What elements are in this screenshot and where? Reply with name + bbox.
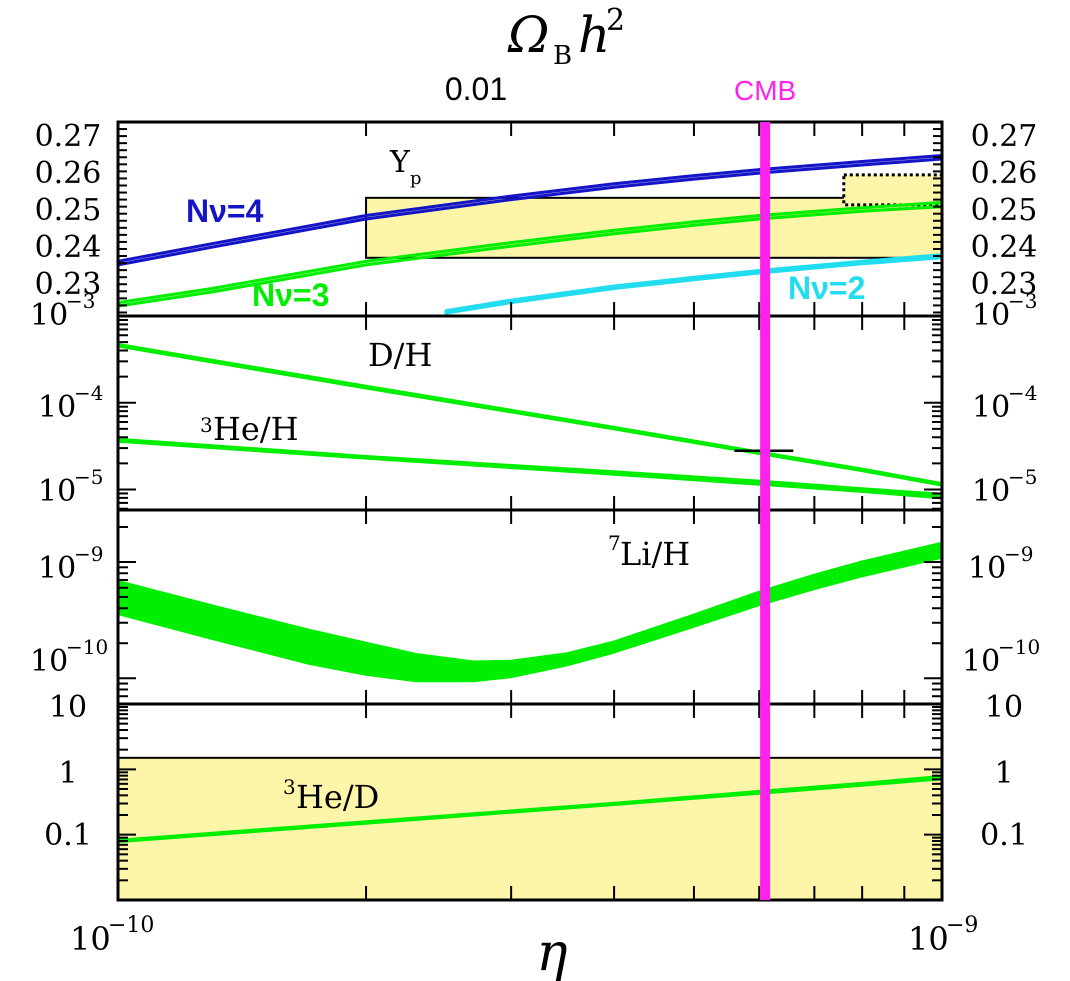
dh-tick-right-0-base: 10 bbox=[972, 390, 1010, 425]
li-tick-left-0-base: 10 bbox=[38, 551, 76, 586]
he3h-label: He/H bbox=[213, 410, 299, 448]
li-tick-right-1-base: 10 bbox=[962, 644, 1000, 679]
yp-bottom-left-exp: −3 bbox=[66, 289, 95, 313]
panel-dh-tick-labels: 10 −4 10 −5 10 −4 10 −5 bbox=[38, 381, 1037, 509]
yp-tick-right-1: 0.26 bbox=[971, 156, 1038, 191]
edge-upper-N4 bbox=[117, 154, 943, 263]
li-tick-left-0-exp: −9 bbox=[74, 542, 103, 566]
nu4-label: Nν=4 bbox=[186, 193, 264, 229]
hed-tick-left-0: 10 bbox=[49, 690, 87, 725]
li7-label-sup: 7 bbox=[608, 531, 621, 555]
panel-ticks bbox=[117, 122, 942, 901]
dh-tick-right-1-exp: −5 bbox=[1008, 465, 1037, 489]
x-axis-label: η bbox=[536, 923, 567, 981]
title-sup: 2 bbox=[606, 3, 625, 38]
dh-label: D/H bbox=[368, 336, 432, 374]
li-tick-right-1-exp: −10 bbox=[998, 635, 1040, 659]
title-omega: Ω bbox=[507, 6, 549, 64]
dh-tick-left-1-base: 10 bbox=[38, 474, 76, 509]
li-tick-right-0-base: 10 bbox=[968, 551, 1006, 586]
top-tick-label: 0.01 bbox=[445, 71, 507, 107]
nu3-label: Nν=3 bbox=[252, 277, 329, 313]
yp-tick-right-2: 0.25 bbox=[971, 193, 1038, 228]
curve-labels: Y p Nν=4 Nν=3 Nν=2 D/H 3 He/H 7 Li/H 3 H… bbox=[186, 145, 865, 816]
x-tick-right-base: 10 bbox=[908, 920, 949, 958]
hed-label-sup: 3 bbox=[283, 775, 296, 799]
hed-tick-left-2: 0.1 bbox=[44, 818, 92, 853]
title-omega-sub: B bbox=[553, 41, 572, 71]
panel-frame-7LiH bbox=[116, 508, 944, 706]
yp-bottom-right-base: 10 bbox=[972, 298, 1010, 333]
band-3HeH bbox=[116, 437, 944, 500]
dh-tick-right-0-exp: −4 bbox=[1008, 381, 1037, 405]
hed-tick-left-1: 1 bbox=[58, 756, 77, 791]
edge-lower-N4 bbox=[117, 157, 943, 267]
title-h: h bbox=[578, 6, 610, 64]
dh-tick-left-0-exp: −4 bbox=[74, 381, 103, 405]
x-tick-right-exp: −9 bbox=[946, 913, 978, 938]
edge-upper-N2 bbox=[445, 253, 943, 312]
x-tick-left-exp: −10 bbox=[108, 913, 154, 938]
yp-bottom-left-base: 10 bbox=[30, 298, 68, 333]
hed-tick-right-1: 1 bbox=[994, 756, 1013, 791]
li-tick-left-1-exp: −10 bbox=[66, 635, 108, 659]
yp-tick-left-2: 0.25 bbox=[35, 193, 102, 228]
yp-label-sub: p bbox=[410, 168, 422, 189]
band-7LiH bbox=[116, 541, 944, 683]
nu2-label: Nν=2 bbox=[788, 270, 865, 306]
yp-tick-left-1: 0.26 bbox=[35, 156, 102, 191]
yp-tick-right-3: 0.24 bbox=[971, 230, 1038, 265]
yp-tick-left-3: 0.24 bbox=[35, 230, 102, 265]
yp-tick-left-0: 0.27 bbox=[35, 119, 102, 154]
yp-label: Y bbox=[389, 145, 411, 180]
Yp-alternative bbox=[842, 173, 944, 207]
hed-tick-right-2: 0.1 bbox=[980, 818, 1028, 853]
panel-frames bbox=[116, 120, 944, 902]
panel-yp-tick-labels: 0.27 0.26 0.25 0.24 0.23 0.27 0.26 0.25 … bbox=[30, 119, 1037, 333]
dh-tick-left-0-base: 10 bbox=[38, 390, 76, 425]
hed-label: He/D bbox=[296, 778, 379, 816]
yp-bottom-right-exp: −3 bbox=[1008, 289, 1037, 313]
x-tick-left-base: 10 bbox=[70, 920, 111, 958]
hed-tick-right-0: 10 bbox=[985, 690, 1023, 725]
he3h-label-sup: 3 bbox=[200, 413, 213, 437]
dh-tick-left-1-exp: −5 bbox=[74, 465, 103, 489]
li7-label: Li/H bbox=[620, 535, 690, 573]
yp-tick-left-4: 0.23 bbox=[35, 267, 102, 302]
li-tick-left-1-base: 10 bbox=[30, 644, 68, 679]
x-axis-labels: 10 −10 10 −9 η bbox=[70, 913, 978, 981]
li-tick-right-0-exp: −9 bbox=[1004, 542, 1033, 566]
panel-frame-3HeD bbox=[116, 702, 944, 902]
cmb-label: CMB bbox=[734, 75, 796, 106]
yp-tick-right-4: 0.23 bbox=[971, 267, 1038, 302]
3He/D-bound bbox=[117, 756, 943, 901]
panel-hed-tick-labels: 10 1 0.1 10 1 0.1 bbox=[44, 690, 1028, 853]
dh-tick-right-1-base: 10 bbox=[972, 474, 1010, 509]
top-axis-title: Ω B h 2 bbox=[507, 3, 625, 71]
yp-tick-right-0: 0.27 bbox=[971, 119, 1038, 154]
panel-li-tick-labels: 10 −9 10 −10 10 −9 10 −10 bbox=[30, 542, 1040, 679]
